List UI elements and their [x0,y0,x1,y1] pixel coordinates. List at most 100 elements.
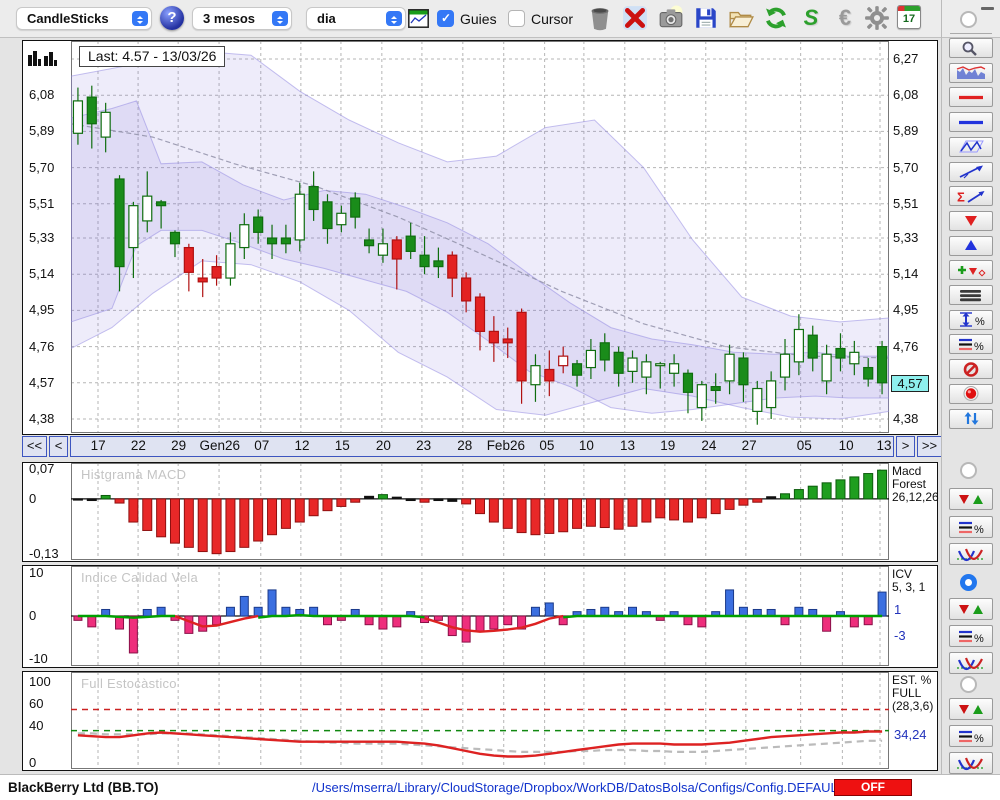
x-axis-date: 24 [701,438,716,453]
measure-percent-tool-button[interactable]: % [949,310,993,330]
delete-x-icon[interactable] [621,5,649,33]
help-icon[interactable]: ? [160,6,184,30]
price-label: 5,51 [29,196,54,211]
x-axis-date: 05 [539,438,554,453]
settings-gear-icon[interactable] [863,5,891,33]
icv-axis-left: 10 0 -10 [23,566,71,667]
red-line-tool-button[interactable] [949,87,993,107]
macd-rgarrows-button[interactable] [949,488,993,510]
buy-arrow-tool-button[interactable] [949,236,993,256]
sync-icon[interactable]: S [797,5,825,33]
sidebar-divider [950,33,992,34]
trend-icon [955,164,987,179]
mini-chart-window-icon[interactable] [408,9,429,28]
record-icon [955,386,987,401]
macd-axis-label: 0,07 [29,461,54,476]
stoch-axis-left: 10060400 [23,672,71,770]
icv-axis-label: 0 [29,608,36,623]
macd-plot[interactable]: Histgrama MACD [71,463,889,561]
date-axis-strip: 172229Gen26071215202328Feb26051013192427… [70,436,894,457]
price-label: 4,38 [29,411,54,426]
x-axis-date: 20 [376,438,391,453]
zigzag-tool-button[interactable] [949,137,993,157]
macd-linespct-button[interactable]: % [949,516,993,538]
open-folder-icon[interactable] [727,5,755,33]
calendar-icon[interactable]: 17 [897,5,925,33]
interval-select[interactable]: dia [306,7,406,30]
price-label: 4,76 [893,339,918,354]
trash-icon[interactable] [586,5,614,33]
save-floppy-icon[interactable] [692,5,720,33]
svg-text:Σ: Σ [957,189,965,204]
redline-icon [955,90,987,105]
price-label: 5,70 [29,160,54,175]
rgarrows-icon [955,492,987,507]
main-chart-radio[interactable] [960,11,977,28]
zigzag-icon [955,139,987,154]
macd-panel-radio[interactable] [960,462,977,479]
chart-type-select[interactable]: CandleSticks [16,7,152,30]
svg-text:%: % [974,633,984,644]
sigma-icon: Σ [955,189,987,204]
icv-label-right: ICV 5, 3, 1 1 -3 [889,566,936,667]
stoch-panel-radio[interactable] [960,676,977,693]
off-button[interactable]: OFF [834,779,912,796]
refresh-data-tool-button[interactable] [949,409,993,429]
magnifier-icon [955,41,987,56]
x-axis-date: 27 [742,438,757,453]
scroll-back-button[interactable]: < [49,436,68,457]
candlestick-plot[interactable]: Last: 4.57 - 13/03/26 [71,41,889,434]
macd-curves-button[interactable] [949,543,993,565]
lines-percent-tool-button[interactable]: % [949,334,993,354]
x-axis-date: 05 [797,438,812,453]
scroll-fwd-button[interactable]: > [896,436,915,457]
stoch-linespct-button[interactable]: % [949,725,993,747]
refresh-icon[interactable] [762,5,790,33]
stoch-rgarrows-button[interactable] [949,698,993,720]
linespct-icon: % [955,629,987,644]
currency-euro-icon[interactable]: € [831,5,859,33]
svg-text:%: % [974,524,984,535]
icv-panel-radio[interactable] [960,574,977,591]
icv-linespct-button[interactable]: % [949,625,993,647]
period-select[interactable]: 3 mesos [192,7,292,30]
icv-axis-label: -10 [29,651,48,666]
x-axis-date: Feb26 [487,438,525,453]
sell-arrow-tool-button[interactable] [949,211,993,231]
x-axis-date: 07 [254,438,269,453]
icv-axis-label: 10 [29,565,43,580]
icv-value-2: -3 [894,628,906,643]
price-axis-left: 6,085,895,705,515,335,144,954,764,574,38 [23,41,71,434]
sigma-trend-tool-button[interactable]: Σ [949,186,993,206]
price-label: 5,33 [29,230,54,245]
trendline-tool-button[interactable] [949,162,993,182]
icv-rgarrows-button[interactable] [949,598,993,620]
x-axis-date: 23 [416,438,431,453]
stoch-curves-button[interactable] [949,752,993,774]
snapshot-camera-icon[interactable] [657,5,685,33]
histogram-mini-icon [27,49,63,72]
curves-icon [955,656,987,671]
record-tool-button[interactable] [949,384,993,404]
scroll-fast-fwd-button[interactable]: >> [917,436,942,457]
indicators-chart-tool-button[interactable] [949,63,993,83]
scroll-fast-back-button[interactable]: << [22,436,47,457]
disable-tool-button[interactable] [949,359,993,379]
cursor-checkbox[interactable] [508,10,525,27]
icv-curves-button[interactable] [949,652,993,674]
calendar-day: 17 [898,13,920,25]
icv-plot[interactable]: Indice Calidad Vela [71,566,889,667]
zoom-tool-button[interactable] [949,38,993,58]
date-navigation-bar: << < 172229Gen26071215202328Feb260510131… [0,436,1000,458]
price-chart-panel: 6,085,895,705,515,335,144,954,764,574,38… [22,40,938,435]
levels-list-tool-button[interactable] [949,285,993,305]
price-label: 5,14 [29,266,54,281]
blue-line-tool-button[interactable] [949,112,993,132]
guies-checkbox[interactable] [437,10,454,27]
prohibit-icon [955,362,987,377]
x-axis-date: 13 [620,438,635,453]
signals-tool-button[interactable] [949,260,993,280]
reddown-icon [955,213,987,228]
select-stepper-icon [272,11,288,26]
stoch-plot[interactable]: Full Estocàstico [71,672,889,770]
